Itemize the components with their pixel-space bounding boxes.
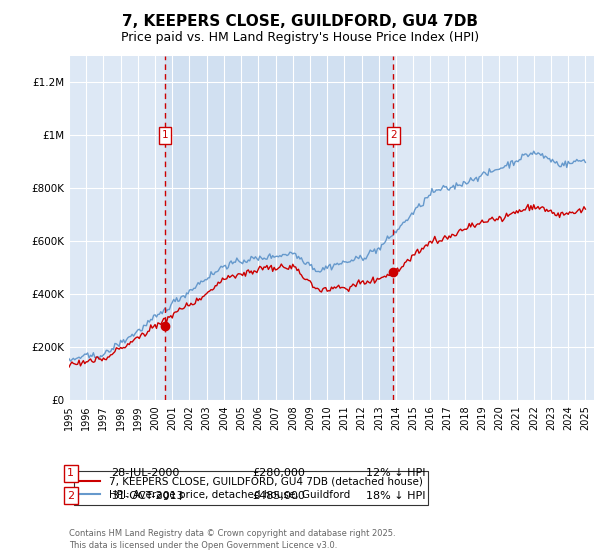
Text: Contains HM Land Registry data © Crown copyright and database right 2025.
This d: Contains HM Land Registry data © Crown c…: [69, 529, 395, 550]
Text: 28-JUL-2000: 28-JUL-2000: [111, 468, 179, 478]
Text: £280,000: £280,000: [252, 468, 305, 478]
Text: 7, KEEPERS CLOSE, GUILDFORD, GU4 7DB: 7, KEEPERS CLOSE, GUILDFORD, GU4 7DB: [122, 14, 478, 29]
Text: 12% ↓ HPI: 12% ↓ HPI: [366, 468, 425, 478]
Text: 2: 2: [67, 491, 74, 501]
Text: 18% ↓ HPI: 18% ↓ HPI: [366, 491, 425, 501]
Text: 1: 1: [67, 468, 74, 478]
Text: 1: 1: [162, 130, 169, 141]
Text: 31-OCT-2013: 31-OCT-2013: [111, 491, 184, 501]
Text: 2: 2: [390, 130, 397, 141]
Text: Price paid vs. HM Land Registry's House Price Index (HPI): Price paid vs. HM Land Registry's House …: [121, 31, 479, 44]
Text: £485,000: £485,000: [252, 491, 305, 501]
Bar: [165, 56, 393, 400]
Legend: 7, KEEPERS CLOSE, GUILDFORD, GU4 7DB (detached house), HPI: Average price, detac: 7, KEEPERS CLOSE, GUILDFORD, GU4 7DB (de…: [74, 471, 428, 505]
